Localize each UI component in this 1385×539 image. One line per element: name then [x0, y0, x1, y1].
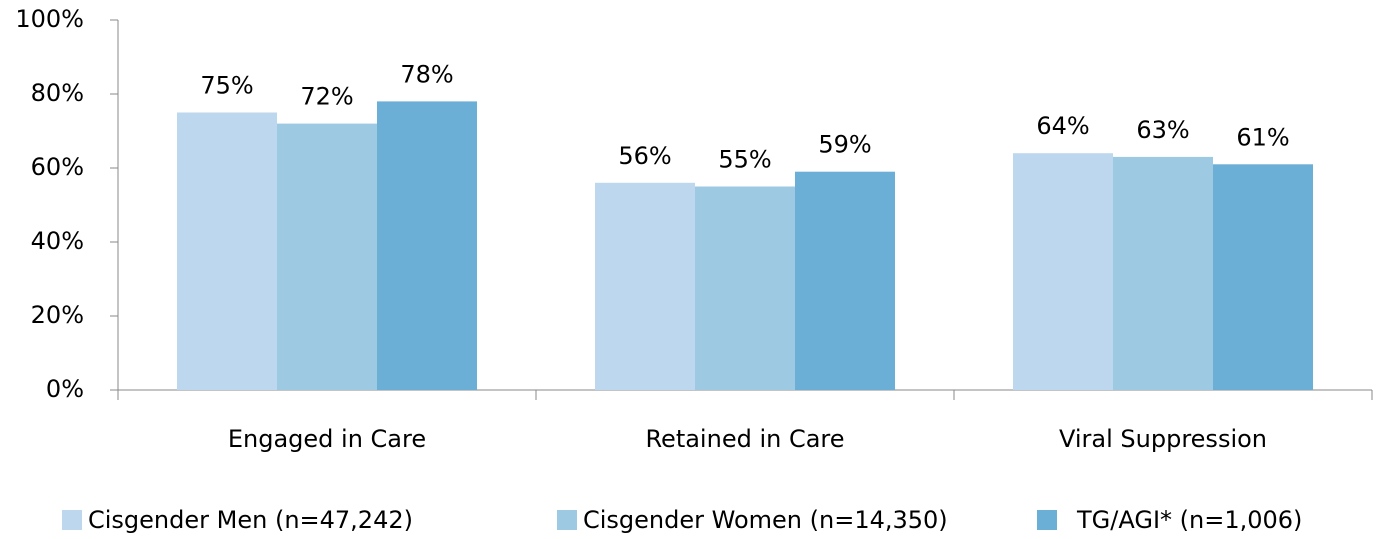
- value-label: 64%: [1036, 112, 1089, 140]
- bar: [595, 182, 695, 390]
- value-label: 59%: [818, 131, 871, 159]
- legend-label: Cisgender Women (n=14,350): [583, 506, 948, 534]
- value-label: 56%: [618, 142, 671, 170]
- bar: [1213, 164, 1313, 390]
- y-tick-label: 20%: [31, 301, 84, 329]
- bar: [177, 112, 277, 390]
- x-tick-label: Viral Suppression: [1059, 425, 1267, 453]
- value-label: 63%: [1136, 116, 1189, 144]
- value-label: 72%: [300, 83, 353, 111]
- x-tick-label: Retained in Care: [645, 425, 844, 453]
- bar: [277, 123, 377, 390]
- legend-swatch: [557, 510, 577, 530]
- value-label: 75%: [200, 72, 253, 100]
- bar: [695, 186, 795, 390]
- bar: [377, 101, 477, 391]
- y-tick-label: 40%: [31, 227, 84, 255]
- y-tick-label: 100%: [15, 5, 84, 33]
- legend-swatch: [62, 510, 82, 530]
- bar: [1113, 156, 1213, 390]
- bar: [795, 171, 895, 390]
- bar: [1013, 153, 1113, 390]
- x-tick-label: Engaged in Care: [228, 425, 426, 453]
- legend-swatch: [1037, 510, 1057, 530]
- legend-label: Cisgender Men (n=47,242): [88, 506, 413, 534]
- y-tick-label: 0%: [46, 375, 84, 403]
- legend-label: TG/AGI* (n=1,006): [1076, 506, 1302, 534]
- y-tick-label: 80%: [31, 79, 84, 107]
- value-label: 55%: [718, 146, 771, 174]
- value-label: 61%: [1236, 123, 1289, 151]
- y-tick-label: 60%: [31, 153, 84, 181]
- value-label: 78%: [400, 60, 453, 88]
